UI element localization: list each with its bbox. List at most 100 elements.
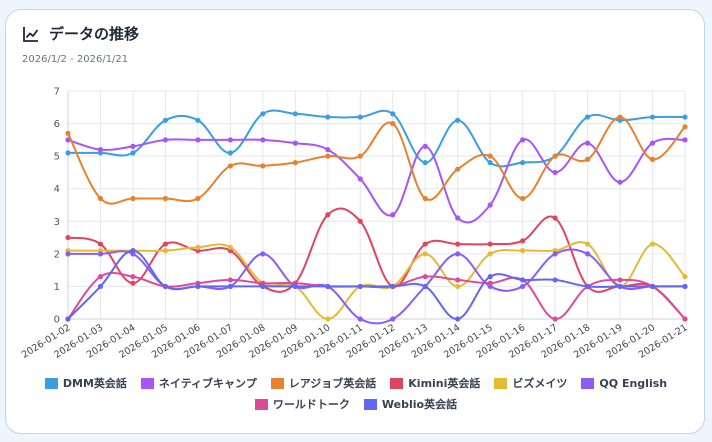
data-point-7 — [682, 283, 688, 290]
data-point-1 — [292, 140, 298, 146]
data-point-4 — [325, 316, 331, 322]
data-point-2 — [357, 153, 363, 159]
data-point-5 — [520, 283, 526, 290]
legend-item[interactable]: ワールドトーク — [254, 396, 350, 412]
y-tick-label: 1 — [54, 282, 60, 293]
data-point-0 — [162, 117, 169, 123]
legend-row-2: ワールドトーク Weblio英会話 — [6, 396, 706, 412]
data-point-5 — [357, 316, 363, 322]
data-point-2 — [649, 156, 656, 162]
data-point-1 — [130, 143, 136, 149]
data-point-0 — [487, 160, 493, 166]
data-point-4 — [455, 283, 461, 290]
data-point-7 — [617, 283, 623, 290]
legend-item[interactable]: ネイティブキャンプ — [140, 375, 257, 391]
data-point-0 — [292, 111, 298, 117]
data-point-0 — [422, 160, 428, 166]
data-point-2 — [162, 195, 169, 202]
data-point-3 — [162, 241, 169, 247]
legend-item[interactable]: QQ English — [581, 375, 667, 391]
legend-swatch — [270, 377, 284, 389]
data-point-6 — [130, 274, 136, 280]
data-point-0 — [649, 114, 656, 120]
data-point-2 — [227, 163, 233, 169]
legend-label: レアジョブ英会話 — [288, 377, 377, 390]
data-point-7 — [584, 283, 591, 290]
legend-label: QQ English — [599, 376, 668, 390]
date-range-subtitle: 2026/1/2 - 2026/1/21 — [22, 54, 129, 65]
data-point-6 — [682, 316, 688, 322]
data-point-3 — [97, 241, 104, 247]
data-point-4 — [487, 251, 493, 257]
data-point-0 — [357, 114, 363, 120]
data-point-7 — [422, 283, 428, 290]
data-point-7 — [130, 248, 136, 254]
data-point-1 — [390, 212, 396, 218]
data-point-5 — [97, 251, 104, 257]
data-point-2 — [455, 166, 461, 172]
data-point-1 — [422, 143, 428, 149]
data-point-4 — [682, 274, 688, 280]
data-point-0 — [520, 160, 526, 166]
legend-swatch — [494, 377, 508, 389]
legend-label: Weblio英会話 — [381, 398, 458, 411]
data-point-7 — [487, 274, 493, 280]
data-point-4 — [520, 248, 526, 254]
data-point-3 — [357, 218, 363, 224]
data-point-3 — [325, 212, 331, 218]
data-point-0 — [455, 117, 461, 123]
data-point-3 — [520, 238, 526, 244]
data-point-1 — [520, 137, 526, 143]
data-point-2 — [195, 195, 201, 202]
series-line-7 — [67, 249, 685, 320]
data-point-1 — [617, 179, 623, 185]
data-point-2 — [97, 195, 104, 202]
data-point-7 — [195, 283, 201, 290]
data-point-6 — [552, 316, 558, 322]
data-point-1 — [325, 147, 331, 153]
data-point-7 — [65, 316, 71, 322]
data-point-7 — [455, 316, 461, 322]
data-point-3 — [455, 241, 461, 247]
data-point-2 — [65, 130, 71, 136]
data-point-0 — [325, 114, 331, 120]
legend-swatch — [254, 398, 268, 410]
legend-item[interactable]: レアジョブ英会話 — [270, 375, 377, 391]
data-point-2 — [260, 163, 266, 169]
legend-item[interactable]: Weblio英会話 — [363, 396, 458, 412]
data-point-3 — [552, 215, 558, 221]
data-point-1 — [649, 140, 656, 146]
data-point-1 — [455, 215, 461, 221]
y-tick-label: 5 — [54, 152, 60, 163]
legend-swatch — [44, 377, 58, 389]
data-point-5 — [390, 316, 396, 322]
legend-item[interactable]: DMM英会話 — [44, 375, 127, 391]
y-tick-label: 6 — [54, 119, 60, 130]
data-point-2 — [390, 120, 396, 127]
data-point-1 — [195, 137, 201, 143]
y-tick-label: 7 — [54, 87, 60, 98]
data-point-2 — [325, 153, 331, 159]
legend-item[interactable]: Kimini英会話 — [390, 375, 480, 391]
data-point-6 — [227, 277, 233, 283]
chart-title: データの推移 — [49, 25, 140, 43]
data-point-2 — [682, 124, 688, 130]
legend-swatch — [140, 377, 154, 389]
data-point-5 — [260, 251, 266, 257]
data-point-7 — [260, 283, 266, 290]
y-tick-label: 0 — [54, 315, 60, 326]
data-point-7 — [552, 277, 558, 283]
data-point-7 — [520, 277, 526, 283]
y-tick-label: 4 — [54, 184, 60, 195]
legend-label: ビズメイツ — [512, 377, 568, 390]
data-point-3 — [422, 241, 428, 247]
line-chart-icon — [23, 26, 39, 42]
data-point-0 — [130, 150, 136, 156]
data-point-1 — [552, 169, 558, 176]
data-point-6 — [455, 277, 461, 283]
data-point-7 — [325, 283, 331, 290]
data-point-1 — [260, 137, 266, 143]
data-point-1 — [227, 137, 233, 143]
data-point-7 — [649, 283, 656, 290]
legend-item[interactable]: ビズメイツ — [494, 375, 567, 391]
